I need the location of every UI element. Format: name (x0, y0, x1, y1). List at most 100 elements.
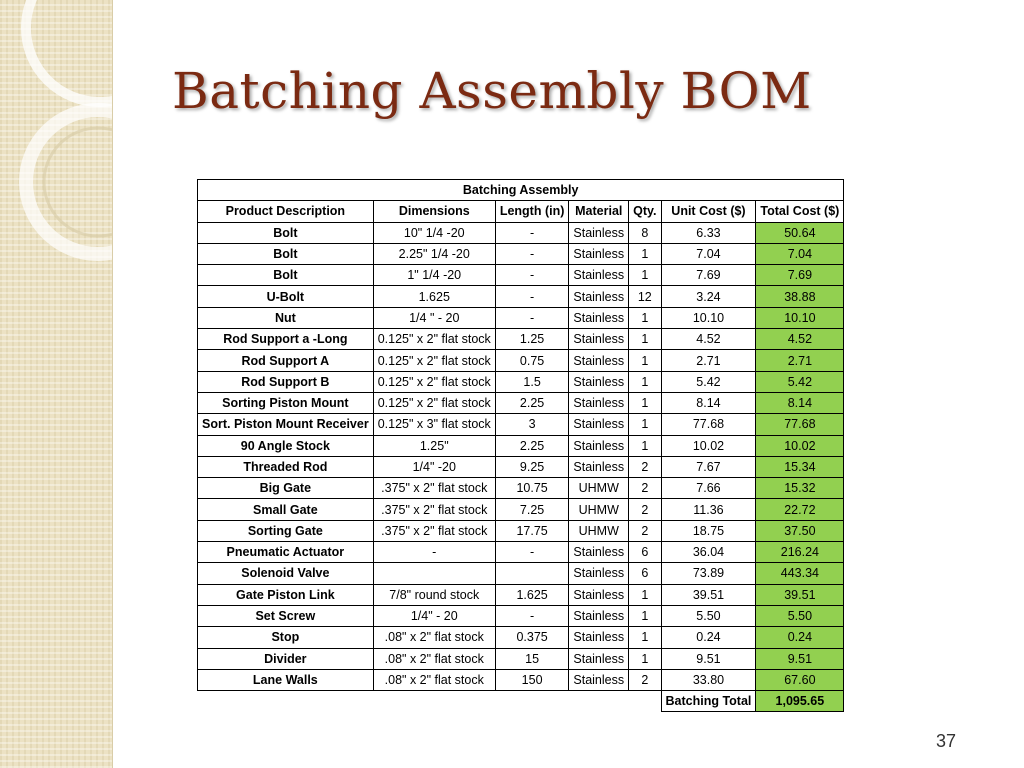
qty-cell: 2 (628, 519, 662, 543)
material-cell: Stainless (568, 541, 630, 564)
product-description-cell: Nut (197, 306, 374, 330)
qty-cell: 6 (628, 562, 662, 585)
total-row: Batching Total 1,095.65 (197, 690, 845, 713)
dimensions-cell: 10" 1/4 -20 (372, 221, 496, 244)
total-cost-cell: 50.64 (755, 221, 845, 244)
table-row: Rod Support A 0.125" x 2" flat stock 0.75 S… (197, 349, 845, 372)
product-description-cell: Sorting Gate (197, 519, 374, 543)
qty-cell: 1 (628, 434, 662, 457)
product-description-cell: Small Gate (197, 498, 374, 521)
unit-cost-cell: 10.10 (660, 306, 757, 330)
table-row: 90 Angle Stock 1.25" 2.25 Stainless 1 10.02 10… (197, 434, 845, 457)
material-cell: Stainless (568, 434, 630, 457)
qty-cell: 1 (628, 413, 662, 436)
table-row: Divider .08" x 2" flat stock 15 Stainless 1 9… (197, 647, 845, 670)
product-description-cell: 90 Angle Stock (197, 434, 374, 457)
column-header: Material (568, 200, 630, 223)
length-cell: 17.75 (494, 519, 570, 543)
table-row: Rod Support B 0.125" x 2" flat stock 1.5 St… (197, 370, 845, 393)
material-cell: Stainless (568, 647, 630, 670)
product-description-cell: Lane Walls (197, 668, 374, 692)
page-title: Batching Assembly BOM (172, 62, 812, 120)
page-number: 37 (936, 731, 957, 751)
unit-cost-cell: 7.67 (660, 455, 757, 479)
swirl-decoration (19, 0, 112, 261)
qty-cell: 1 (628, 626, 662, 649)
total-cost-cell: 443.34 (755, 562, 845, 585)
dimensions-cell: 7/8" round stock (372, 583, 496, 606)
dimensions-cell: .375" x 2" flat stock (372, 477, 496, 500)
unit-cost-cell: 7.69 (660, 264, 757, 287)
dimensions-cell: .08" x 2" flat stock (372, 647, 496, 670)
total-cost-cell: 67.60 (755, 668, 845, 692)
table-row: Sorting Gate .375" x 2" flat stock 17.75 UH… (197, 519, 845, 543)
total-cost-cell: 216.24 (755, 541, 845, 564)
total-cost-cell: 2.71 (755, 349, 845, 372)
column-header: Product Description (197, 200, 374, 223)
column-header: Qty. (628, 200, 662, 223)
table-row: Bolt 10" 1/4 -20- Stainless 8 6.33 50.64 (197, 221, 845, 244)
column-header: Dimensions (372, 200, 496, 223)
length-cell: - (494, 285, 570, 308)
product-description-cell: Threaded Rod (197, 455, 374, 479)
table-row: Stop .08" x 2" flat stock 0.375 Stainless 1 0… (197, 626, 845, 649)
unit-cost-cell: 39.51 (660, 583, 757, 606)
dimensions-cell: .08" x 2" flat stock (372, 626, 496, 649)
table-row: Small Gate .375" x 2" flat stock 7.25 UHMW 2… (197, 498, 845, 521)
total-cost-cell: 4.52 (755, 328, 845, 351)
unit-cost-cell: 8.14 (660, 391, 757, 415)
unit-cost-cell: 9.51 (660, 647, 757, 670)
total-cost-cell: 22.72 (755, 498, 845, 521)
dimensions-cell: 1/4" - 20 (372, 604, 496, 628)
product-description-cell: Big Gate (197, 477, 374, 500)
unit-cost-cell: 77.68 (660, 413, 757, 436)
dimensions-cell: 1" 1/4 -20 (372, 264, 496, 287)
unit-cost-cell: 3.24 (660, 285, 757, 308)
qty-cell: 2 (628, 477, 662, 500)
product-description-cell: Bolt (197, 242, 374, 266)
dimensions-cell: 0.125" x 2" flat stock (372, 370, 496, 393)
qty-cell: 1 (628, 306, 662, 330)
material-cell: Stainless (568, 583, 630, 606)
dimensions-cell (372, 562, 496, 585)
dimensions-cell: 2.25" 1/4 -20 (372, 242, 496, 266)
total-cost-cell: 77.68 (755, 413, 845, 436)
length-cell: - (494, 264, 570, 287)
length-cell: 3 (494, 413, 570, 436)
unit-cost-cell: 73.89 (660, 562, 757, 585)
column-header: Length (in) (494, 200, 570, 223)
product-description-cell: Pneumatic Actuator (197, 541, 374, 564)
length-cell: - (494, 306, 570, 330)
length-cell (494, 562, 570, 585)
product-description-cell: Bolt (197, 264, 374, 287)
total-cost-cell: 5.50 (755, 604, 845, 628)
length-cell: 7.25 (494, 498, 570, 521)
material-cell: Stainless (568, 306, 630, 330)
table-body: Bolt 10" 1/4 -20- Stainless 8 6.33 50.64 Bolt 2… (197, 221, 845, 692)
material-cell: UHMW (568, 519, 630, 543)
unit-cost-cell: 11.36 (660, 498, 757, 521)
material-cell: Stainless (568, 391, 630, 415)
length-cell: 1.625 (494, 583, 570, 606)
unit-cost-cell: 33.80 (660, 668, 757, 692)
material-cell: Stainless (568, 264, 630, 287)
product-description-cell: Rod Support A (197, 349, 374, 372)
unit-cost-cell: 2.71 (660, 349, 757, 372)
product-description-cell: Stop (197, 626, 374, 649)
bom-table: Batching Assembly Product Description Dim… (196, 178, 845, 713)
product-description-cell: Gate Piston Link (197, 583, 374, 606)
table-row: Bolt 1" 1/4 -20- Stainless 1 7.69 7.69 (197, 264, 845, 287)
material-cell: Stainless (568, 349, 630, 372)
total-cost-cell: 7.04 (755, 242, 845, 266)
length-cell: 0.375 (494, 626, 570, 649)
header-row: Product Description Dimensions Length (in)… (197, 200, 845, 223)
qty-cell: 1 (628, 583, 662, 606)
material-cell: Stainless (568, 242, 630, 266)
unit-cost-cell: 5.50 (660, 604, 757, 628)
table-row: Bolt 2.25" 1/4 -20- Stainless 1 7.04 7.04 (197, 242, 845, 266)
length-cell: 0.75 (494, 349, 570, 372)
material-cell: Stainless (568, 328, 630, 351)
qty-cell: 12 (628, 285, 662, 308)
product-description-cell: U-Bolt (197, 285, 374, 308)
dimensions-cell: 0.125" x 2" flat stock (372, 391, 496, 415)
